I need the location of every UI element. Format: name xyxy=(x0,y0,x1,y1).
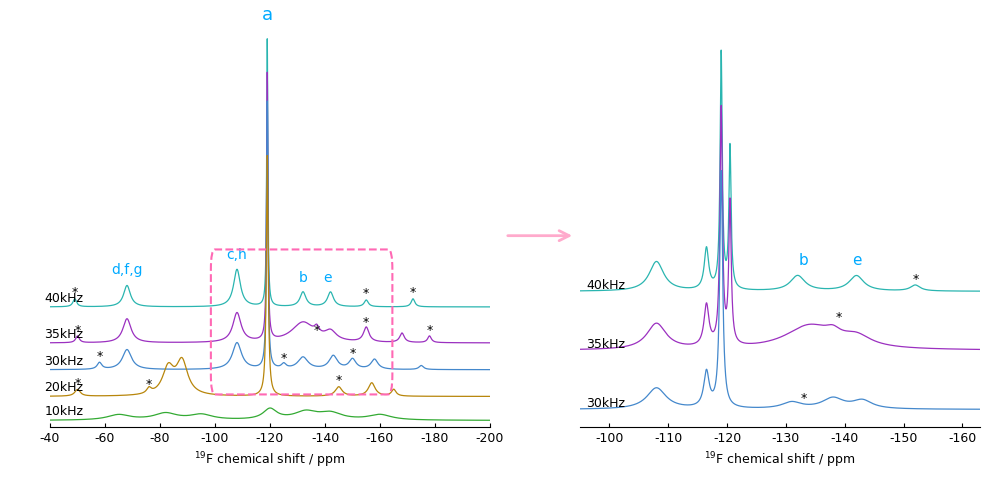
Text: *: * xyxy=(410,286,416,299)
Text: 35kHz: 35kHz xyxy=(586,338,625,351)
Text: *: * xyxy=(74,324,81,337)
Text: b: b xyxy=(799,253,808,269)
X-axis label: $^{19}$F chemical shift / ppm: $^{19}$F chemical shift / ppm xyxy=(194,451,346,470)
Text: *: * xyxy=(836,311,842,324)
Text: *: * xyxy=(912,273,918,286)
Text: e: e xyxy=(852,253,861,269)
Text: e: e xyxy=(324,271,332,284)
Text: *: * xyxy=(363,316,369,328)
Text: *: * xyxy=(336,375,342,387)
Text: 10kHz: 10kHz xyxy=(44,406,84,418)
Text: *: * xyxy=(314,324,320,337)
Text: *: * xyxy=(146,379,152,391)
Text: *: * xyxy=(281,353,287,365)
Text: 30kHz: 30kHz xyxy=(44,355,84,368)
Text: c,h: c,h xyxy=(227,248,247,262)
Text: 35kHz: 35kHz xyxy=(44,328,84,341)
Text: d,f,g: d,f,g xyxy=(111,263,143,276)
Text: 30kHz: 30kHz xyxy=(586,397,625,410)
Text: *: * xyxy=(349,347,356,360)
Text: 40kHz: 40kHz xyxy=(586,279,625,292)
Text: 20kHz: 20kHz xyxy=(44,382,84,394)
Text: *: * xyxy=(96,351,103,363)
Text: *: * xyxy=(72,286,78,299)
Text: *: * xyxy=(74,377,81,390)
Text: *: * xyxy=(426,325,433,337)
Text: a: a xyxy=(262,5,273,24)
X-axis label: $^{19}$F chemical shift / ppm: $^{19}$F chemical shift / ppm xyxy=(704,451,856,470)
Text: *: * xyxy=(363,287,369,300)
Text: 40kHz: 40kHz xyxy=(44,292,84,305)
Text: *: * xyxy=(800,392,807,406)
Text: b: b xyxy=(299,271,307,284)
